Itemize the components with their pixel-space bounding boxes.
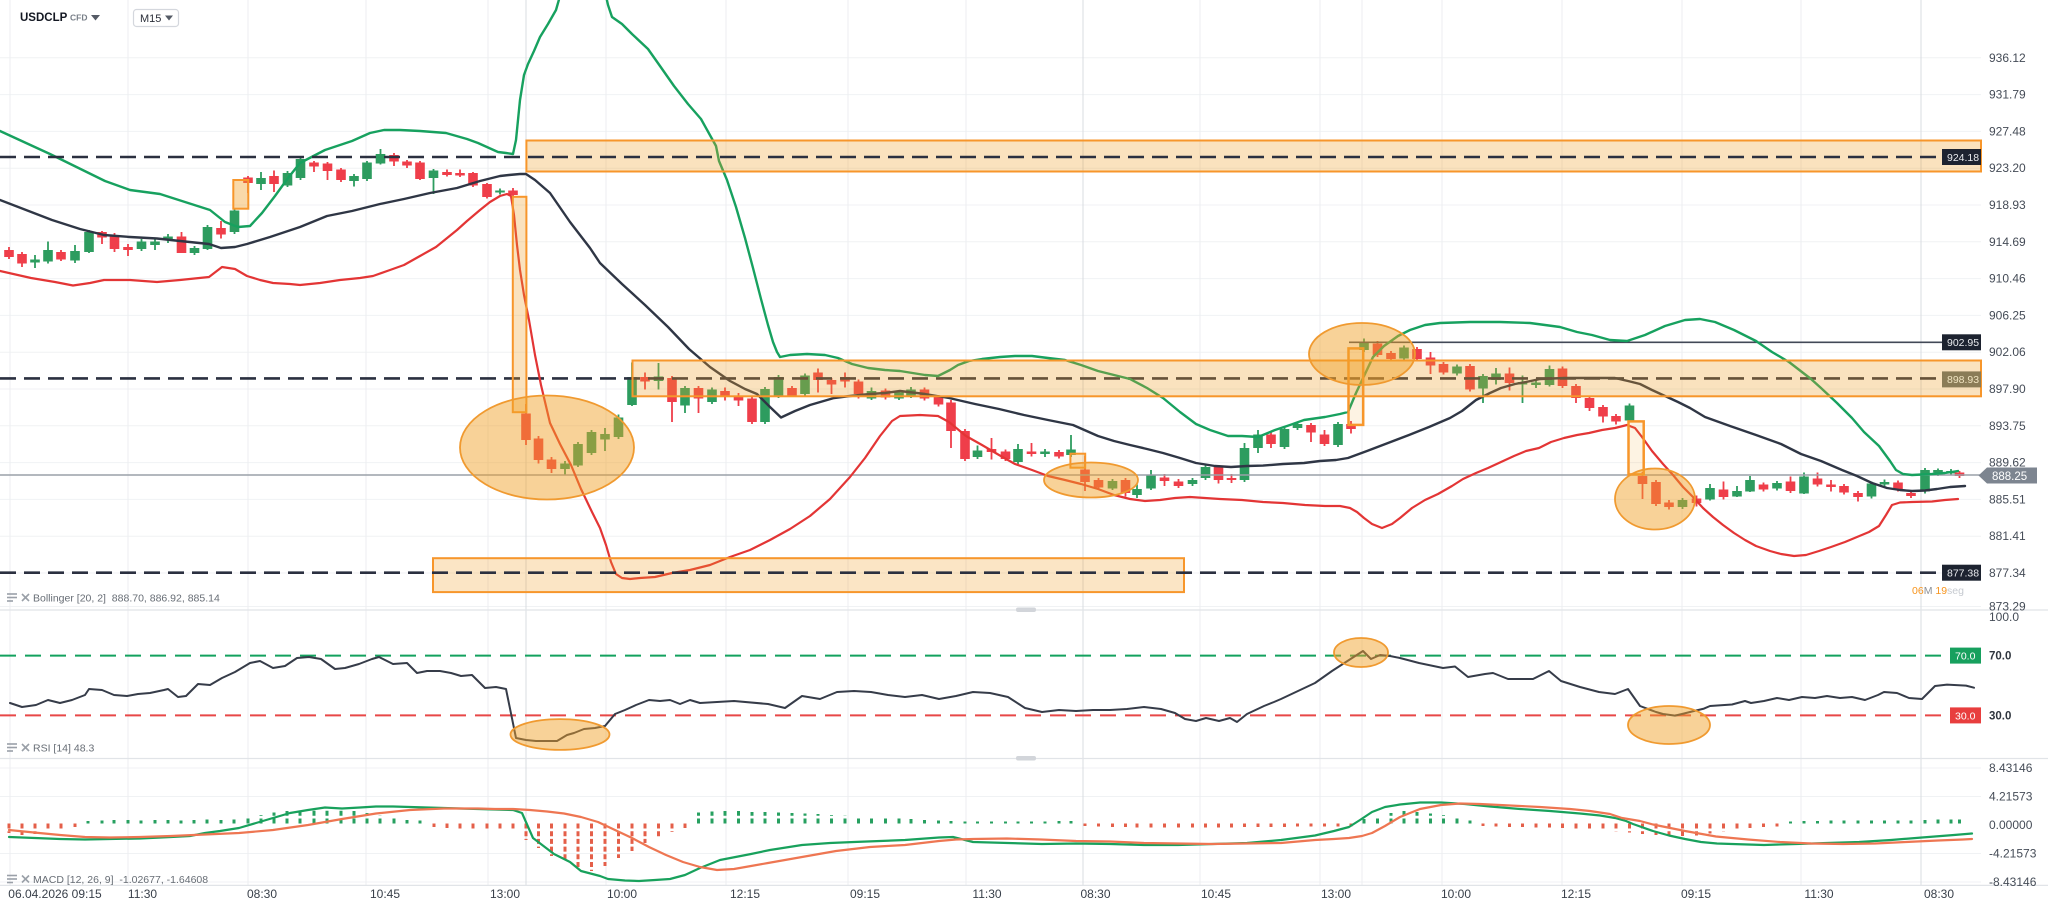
svg-text:10:45: 10:45 xyxy=(1201,887,1231,901)
svg-text:30.0: 30.0 xyxy=(1989,710,2011,722)
svg-text:893.75: 893.75 xyxy=(1989,419,2026,433)
svg-text:10:00: 10:00 xyxy=(1441,887,1471,901)
svg-text:06M 19seg: 06M 19seg xyxy=(1912,585,1964,597)
svg-text:-4.21573: -4.21573 xyxy=(1989,847,2037,861)
svg-text:10:45: 10:45 xyxy=(370,887,400,901)
svg-text:936.12: 936.12 xyxy=(1989,51,2026,65)
svg-text:931.79: 931.79 xyxy=(1989,88,2026,102)
svg-text:CFD: CFD xyxy=(70,13,87,23)
svg-text:0.00000: 0.00000 xyxy=(1989,818,2033,832)
svg-text:914.69: 914.69 xyxy=(1989,235,2026,249)
svg-text:13:00: 13:00 xyxy=(490,887,520,901)
svg-text:902.95: 902.95 xyxy=(1947,337,1979,349)
svg-text:30.0: 30.0 xyxy=(1955,710,1976,722)
svg-text:11:30: 11:30 xyxy=(972,887,1001,901)
svg-text:06.04.2026 09:15: 06.04.2026 09:15 xyxy=(8,887,102,901)
svg-text:M15: M15 xyxy=(140,13,161,25)
svg-text:Bollinger [20, 2] 888.70, 886: Bollinger [20, 2] 888.70, 886.92, 885.14 xyxy=(33,593,220,605)
svg-text:09:15: 09:15 xyxy=(850,887,880,901)
svg-text:12:15: 12:15 xyxy=(730,887,760,901)
svg-text:11:30: 11:30 xyxy=(128,887,157,901)
svg-text:09:15: 09:15 xyxy=(1681,887,1711,901)
svg-text:877.34: 877.34 xyxy=(1989,566,2026,580)
svg-text:8.43146: 8.43146 xyxy=(1989,761,2033,775)
svg-text:898.93: 898.93 xyxy=(1947,374,1979,386)
svg-text:877.38: 877.38 xyxy=(1947,568,1979,580)
svg-text:70.0: 70.0 xyxy=(1955,651,1976,663)
svg-text:888.25: 888.25 xyxy=(1992,471,2027,483)
svg-text:USDCLP: USDCLP xyxy=(20,12,68,24)
svg-text:906.25: 906.25 xyxy=(1989,308,2026,322)
svg-text:889.62: 889.62 xyxy=(1989,456,2026,470)
svg-text:13:00: 13:00 xyxy=(1321,887,1351,901)
svg-text:897.90: 897.90 xyxy=(1989,382,2026,396)
svg-text:08:30: 08:30 xyxy=(1924,887,1954,901)
svg-text:902.06: 902.06 xyxy=(1989,345,2026,359)
svg-text:12:15: 12:15 xyxy=(1561,887,1591,901)
svg-text:4.21573: 4.21573 xyxy=(1989,790,2033,804)
svg-text:70.0: 70.0 xyxy=(1989,651,2011,663)
svg-text:927.48: 927.48 xyxy=(1989,124,2026,138)
svg-text:10:00: 10:00 xyxy=(607,887,637,901)
svg-text:08:30: 08:30 xyxy=(1080,887,1110,901)
svg-text:924.18: 924.18 xyxy=(1947,152,1979,164)
svg-text:08:30: 08:30 xyxy=(247,887,277,901)
svg-text:910.46: 910.46 xyxy=(1989,272,2026,286)
svg-text:11:30: 11:30 xyxy=(1804,887,1833,901)
svg-text:923.20: 923.20 xyxy=(1989,161,2026,175)
svg-text:MACD [12, 26, 9] -1.02677, -1: MACD [12, 26, 9] -1.02677, -1.64608 xyxy=(33,874,208,886)
svg-text:RSI [14] 48.3: RSI [14] 48.3 xyxy=(33,743,94,755)
svg-text:918.93: 918.93 xyxy=(1989,198,2026,212)
svg-text:885.51: 885.51 xyxy=(1989,492,2026,506)
svg-text:100.0: 100.0 xyxy=(1989,610,2019,624)
svg-text:873.29: 873.29 xyxy=(1989,600,2026,614)
svg-text:-8.43146: -8.43146 xyxy=(1989,875,2037,889)
svg-text:881.41: 881.41 xyxy=(1989,529,2026,543)
